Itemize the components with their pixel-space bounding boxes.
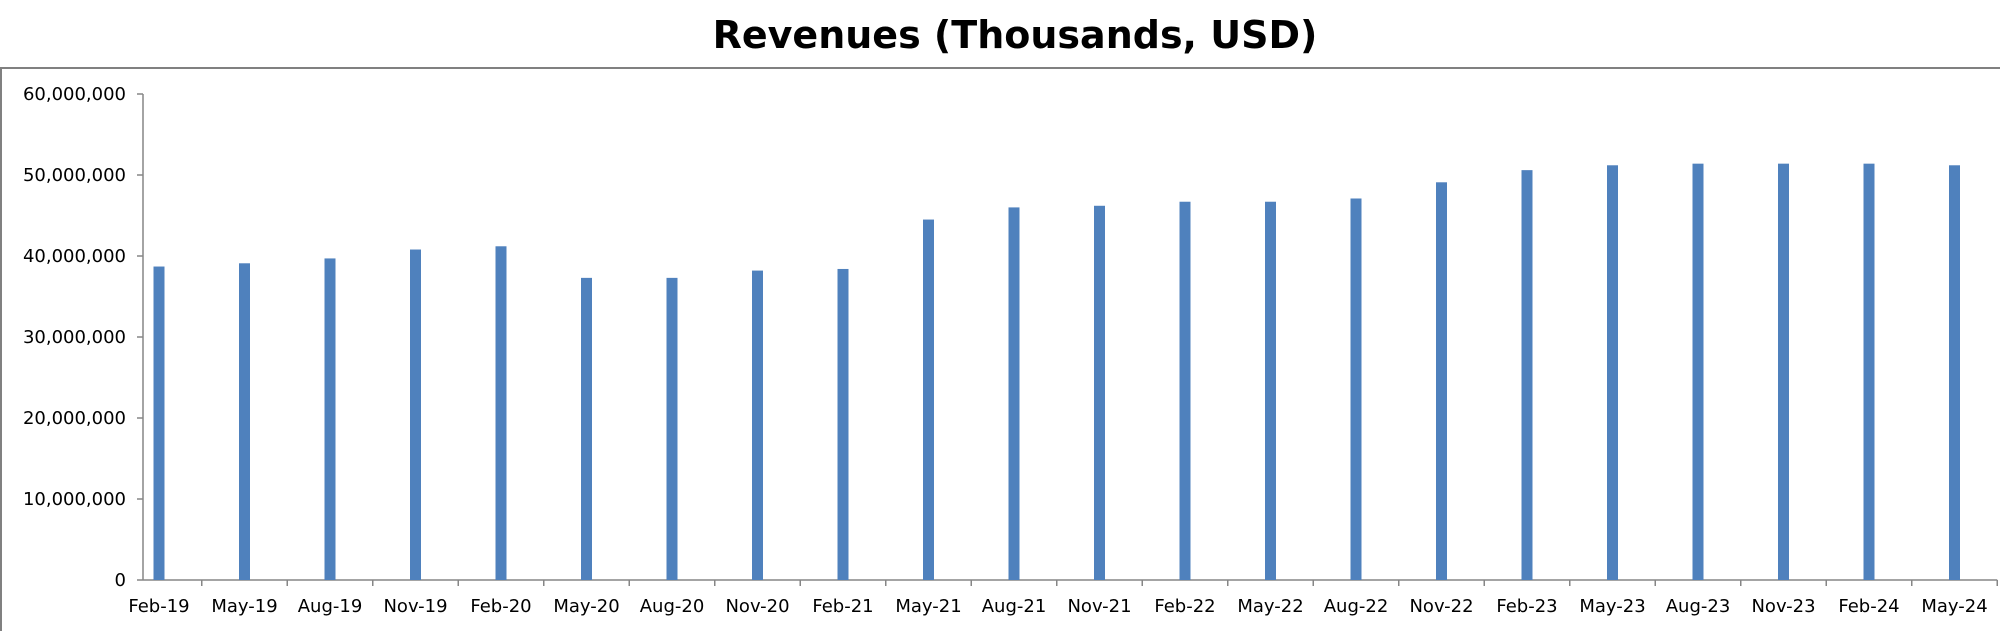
x-tick-label: Feb-20 xyxy=(470,596,531,617)
bar xyxy=(1350,198,1362,581)
bar xyxy=(239,263,250,580)
x-tick-label: Nov-21 xyxy=(1067,596,1131,617)
bar xyxy=(410,249,421,580)
x-tick-label: Feb-23 xyxy=(1496,596,1557,617)
y-tick-label: 30,000,000 xyxy=(23,327,126,348)
bar xyxy=(923,219,934,581)
bar xyxy=(1265,201,1276,581)
x-tick-label: Aug-22 xyxy=(1324,596,1389,617)
bar xyxy=(1094,205,1105,580)
bar xyxy=(153,266,165,580)
y-axis: 0 10,000,000 20,000,000 30,000,000 40,000,00… xyxy=(23,84,144,591)
bar xyxy=(752,270,763,580)
x-tick-label: Nov-20 xyxy=(725,596,789,617)
x-tick-label: May-22 xyxy=(1237,596,1303,617)
bar xyxy=(1179,201,1191,581)
x-tick-label: Feb-24 xyxy=(1838,596,1899,617)
bar xyxy=(1607,165,1618,580)
y-tick-label: 10,000,000 xyxy=(23,489,126,510)
y-tick-label: 50,000,000 xyxy=(23,165,126,186)
x-tick-label: Feb-21 xyxy=(812,596,873,617)
x-tick-label: May-21 xyxy=(895,596,961,617)
x-tick-label: Aug-20 xyxy=(640,596,705,617)
bar xyxy=(666,277,678,580)
x-tick-label: May-20 xyxy=(553,596,619,617)
bar xyxy=(1949,165,1960,580)
bar xyxy=(495,246,507,580)
y-tick-label: 60,000,000 xyxy=(23,84,126,105)
y-tick-label: 20,000,000 xyxy=(23,408,126,429)
x-tick-label: Aug-21 xyxy=(982,596,1047,617)
bar xyxy=(1778,163,1789,580)
x-axis: Feb-19 May-19 Aug-19 Nov-19 Feb-20 May-20 Aug-… xyxy=(128,579,1998,617)
y-tick-label: 0 xyxy=(115,570,126,591)
bar xyxy=(1008,207,1020,580)
x-tick-label: Nov-22 xyxy=(1409,596,1473,617)
x-tick-label: Nov-23 xyxy=(1751,596,1815,617)
chart-area-border xyxy=(0,67,2000,631)
x-tick-label: Aug-23 xyxy=(1666,596,1731,617)
x-tick-label: Nov-19 xyxy=(383,596,447,617)
chart-title: Revenues (Thousands, USD) xyxy=(713,13,1318,57)
y-tick-label: 40,000,000 xyxy=(23,246,126,267)
x-tick-label: Aug-19 xyxy=(298,596,363,617)
x-tick-label: May-23 xyxy=(1579,596,1645,617)
bar xyxy=(324,258,336,580)
bar xyxy=(1436,182,1447,581)
x-tick-label: May-24 xyxy=(1921,596,1987,617)
x-tick-label: May-19 xyxy=(211,596,277,617)
bars xyxy=(153,163,1960,581)
bar xyxy=(581,277,592,580)
x-tick-label: Feb-22 xyxy=(1154,596,1215,617)
bar xyxy=(1692,163,1704,580)
x-tick-label: Feb-19 xyxy=(128,596,189,617)
bar xyxy=(837,268,849,580)
bar xyxy=(1521,170,1533,580)
bar xyxy=(1863,163,1875,580)
